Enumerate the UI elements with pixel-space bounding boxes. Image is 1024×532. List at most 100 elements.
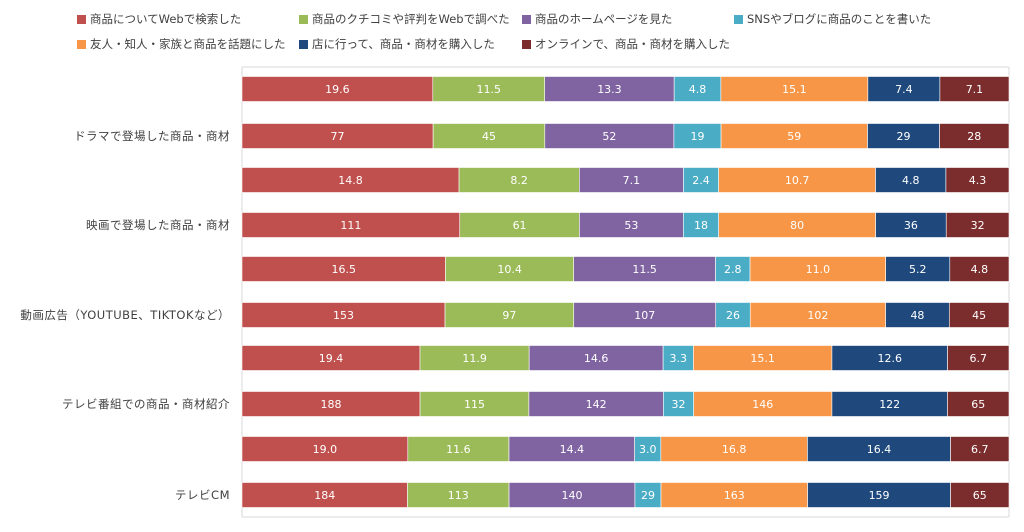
- bar-segment: [241, 123, 434, 149]
- bar-segment: [831, 345, 948, 371]
- category-label: テレビ番組での商品・商材紹介: [62, 397, 230, 411]
- bar-segment: [718, 212, 876, 238]
- data-label: 19.4: [319, 352, 344, 365]
- bar-segment: [241, 482, 408, 508]
- legend-label: 商品のクチコミや評判をWebで調べた: [312, 12, 510, 26]
- bar-segment: [419, 345, 530, 371]
- data-label: 16.8: [722, 443, 747, 456]
- data-label: 11.6: [446, 443, 471, 456]
- bar-segment: [459, 212, 580, 238]
- data-label: 16.5: [331, 263, 356, 276]
- data-label: 48: [910, 309, 924, 322]
- data-label: 14.4: [560, 443, 585, 456]
- bar-segment: [578, 167, 684, 193]
- data-label: 2.4: [692, 174, 710, 187]
- bar-segment: [544, 76, 675, 102]
- data-label: 122: [879, 398, 900, 411]
- legend-item: SNSやブログに商品のことを書いた: [734, 11, 931, 27]
- bar-segment: [579, 212, 684, 238]
- bar-segment: [432, 76, 546, 102]
- bar-segment: [939, 76, 1010, 102]
- bar-segment: [949, 256, 1010, 282]
- bar-segment: [885, 302, 950, 328]
- data-label: 115: [464, 398, 485, 411]
- category-label: ドラマで登場した商品・商材: [74, 129, 230, 143]
- legend-label: 商品のホームページを見た: [535, 12, 673, 26]
- legend-item: オンラインで、商品・商材を購入した: [522, 36, 730, 52]
- legend-label: 店に行って、商品・商材を購入した: [312, 37, 495, 51]
- bar-segment: [715, 256, 751, 282]
- bar-segment: [241, 302, 446, 328]
- data-label: 142: [586, 398, 607, 411]
- chart-legend: 商品についてWebで検索した 商品のクチコミや評判をWebで調べた 商品のホームペー…: [0, 0, 1024, 60]
- bar-segment: [683, 167, 719, 193]
- legend-swatch: [299, 39, 308, 49]
- data-label: 3.0: [639, 443, 657, 456]
- bar-segment: [939, 123, 1010, 149]
- bar-segment: [720, 123, 868, 149]
- data-label: 13.3: [597, 83, 622, 96]
- data-label: 15.1: [750, 352, 775, 365]
- data-label: 16.4: [867, 443, 892, 456]
- data-label: 140: [562, 489, 583, 502]
- data-label: 12.6: [877, 352, 902, 365]
- legend-label: 商品についてWebで検索した: [90, 12, 242, 26]
- bar-segment: [715, 302, 751, 328]
- legend-swatch: [77, 14, 86, 24]
- bar-segment: [458, 167, 580, 193]
- bar-segment: [407, 482, 510, 508]
- bar-segment: [660, 482, 808, 508]
- data-label: 45: [482, 130, 496, 143]
- data-label: 11.5: [476, 83, 501, 96]
- bar-segment: [875, 212, 947, 238]
- data-label: 111: [340, 219, 361, 232]
- data-label: 11.9: [462, 352, 487, 365]
- bar-segment: [945, 212, 1010, 238]
- data-label: 77: [331, 130, 345, 143]
- bar-segment: [807, 482, 951, 508]
- data-label: 159: [869, 489, 890, 502]
- data-label: 184: [314, 489, 335, 502]
- legend-swatch: [734, 14, 743, 24]
- bar-segment: [749, 256, 886, 282]
- data-label: 2.8: [724, 263, 742, 276]
- bar-segment: [573, 256, 716, 282]
- bar-segment: [419, 391, 530, 417]
- legend-item: 友人・知人・家族と商品を話題にした: [77, 36, 286, 52]
- bar-segment: [241, 167, 460, 193]
- bar-segment: [950, 436, 1010, 462]
- data-label: 6.7: [970, 352, 988, 365]
- legend-swatch: [522, 14, 531, 24]
- bar-segment: [573, 302, 717, 328]
- data-label: 4.8: [971, 263, 989, 276]
- data-label: 188: [321, 398, 342, 411]
- bar-segment: [867, 123, 940, 149]
- bar-segment: [544, 123, 675, 149]
- data-label: 52: [602, 130, 616, 143]
- data-label: 19: [690, 130, 704, 143]
- bar-segment: [683, 212, 719, 238]
- data-label: 19.0: [313, 443, 338, 456]
- data-label: 3.3: [670, 352, 688, 365]
- bar-segment: [718, 167, 876, 193]
- data-label: 36: [904, 219, 918, 232]
- bar-segment: [241, 256, 446, 282]
- data-label: 5.2: [909, 263, 927, 276]
- data-label: 65: [971, 398, 985, 411]
- bar-segment: [241, 212, 461, 238]
- bar-segment: [807, 436, 951, 462]
- data-label: 4.8: [689, 83, 707, 96]
- category-label: 映画で登場した商品・商材: [86, 218, 230, 232]
- bar-segment: [241, 345, 421, 371]
- data-label: 153: [333, 309, 354, 322]
- data-label: 11.5: [632, 263, 657, 276]
- data-label: 18: [694, 219, 708, 232]
- data-label: 102: [807, 309, 828, 322]
- bar-segment: [528, 345, 664, 371]
- legend-label: 友人・知人・家族と商品を話題にした: [90, 37, 286, 51]
- legend-item: 商品のクチコミや評判をWebで調べた: [299, 11, 510, 27]
- data-label: 10.7: [785, 174, 810, 187]
- legend-swatch: [522, 39, 531, 49]
